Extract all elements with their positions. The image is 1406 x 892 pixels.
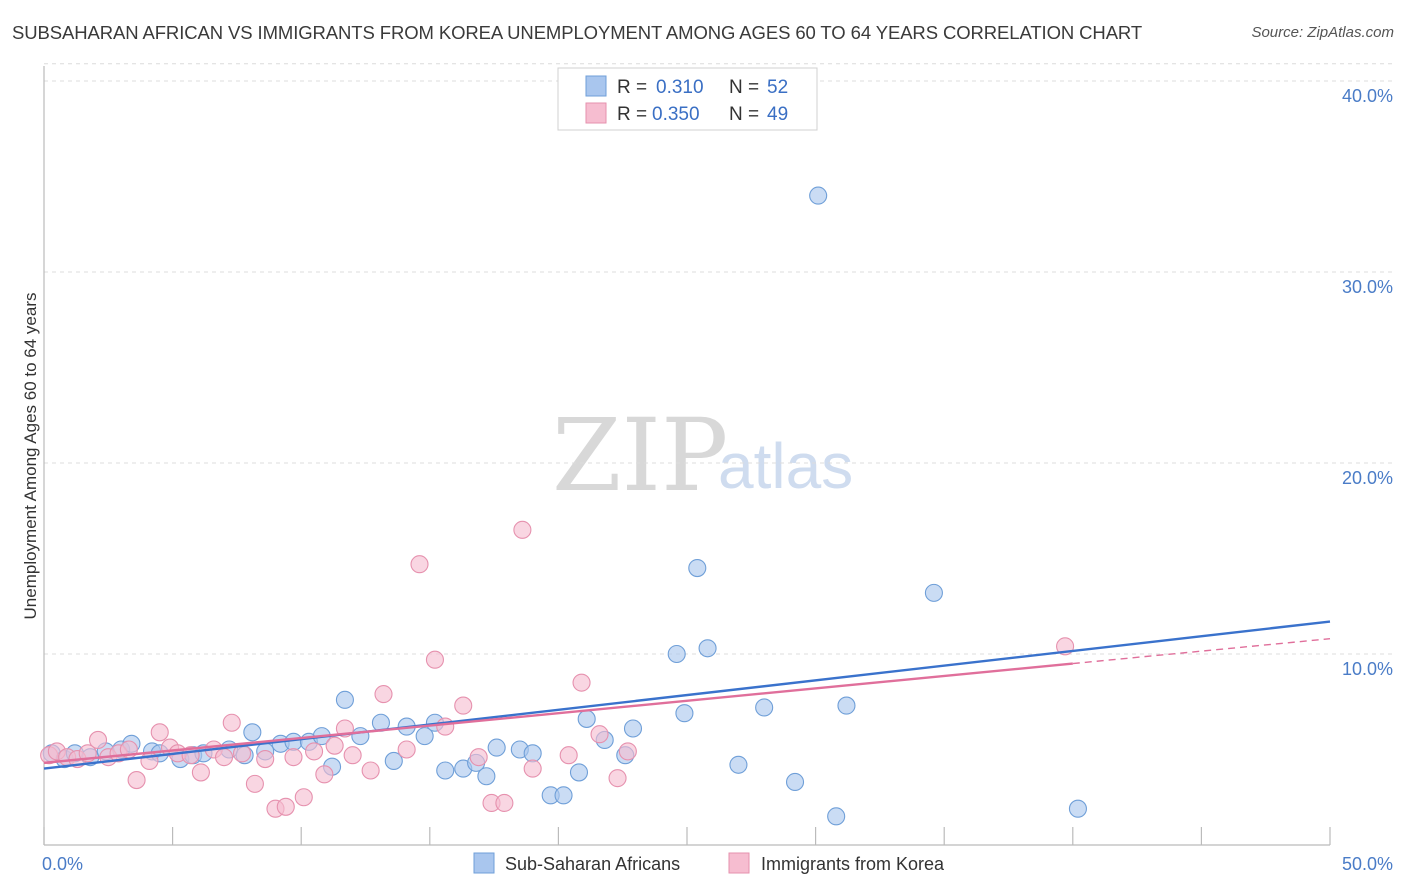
- series-legend-swatch-korea: [728, 852, 750, 874]
- gridlines: [44, 63, 1392, 655]
- data-point: [559, 746, 578, 765]
- data-point: [667, 644, 686, 664]
- data-point: [410, 555, 429, 574]
- data-point: [590, 725, 609, 744]
- data-point: [397, 740, 416, 759]
- data-point: [436, 717, 455, 736]
- data-point: [335, 690, 354, 709]
- data-point: [608, 769, 627, 788]
- data-point: [384, 751, 403, 771]
- trend-lines: [43, 620, 1331, 770]
- data-point: [477, 767, 496, 786]
- data-point: [256, 749, 275, 769]
- watermark-zip: ZIP: [552, 397, 728, 514]
- watermark-atlas: atlas: [718, 430, 853, 502]
- correlation-legend: R = 0.310 N = 52 R = 0.350 N = 49: [557, 67, 818, 131]
- y-tick-labels: 10.0% 20.0% 30.0% 40.0%: [1342, 86, 1393, 679]
- data-point: [785, 772, 805, 792]
- legend-n-value-1: 52: [767, 77, 788, 98]
- series-legend-swatch-sub-saharan: [473, 852, 495, 874]
- data-point: [1068, 799, 1087, 818]
- data-point: [688, 558, 707, 578]
- data-point: [361, 761, 380, 780]
- data-point: [415, 727, 434, 746]
- data-point: [675, 704, 694, 723]
- watermark: ZIP atlas: [552, 397, 853, 514]
- data-point: [523, 744, 542, 763]
- data-point: [214, 748, 234, 767]
- series-legend-label-sub-saharan: Sub-Saharan Africans: [505, 854, 680, 874]
- data-point: [325, 736, 344, 755]
- data-point: [513, 520, 532, 539]
- y-tick-label-30: 30.0%: [1342, 277, 1393, 297]
- trend-line-korea-extension: [1072, 638, 1331, 665]
- data-point: [245, 774, 264, 793]
- data-point: [469, 748, 488, 767]
- data-point: [88, 730, 108, 750]
- y-tick-label-40: 40.0%: [1342, 86, 1393, 106]
- x-tick-label-max: 50.0%: [1342, 854, 1393, 874]
- legend-n-value-2: 49: [767, 104, 788, 125]
- chart-title: SUBSAHARAN AFRICAN VS IMMIGRANTS FROM KO…: [12, 22, 1143, 43]
- trend-line-korea: [43, 662, 1073, 765]
- series-legend-label-korea: Immigrants from Korea: [761, 854, 945, 874]
- data-point: [837, 696, 856, 715]
- legend-r-label-1: R =: [617, 77, 647, 98]
- data-point: [755, 698, 774, 717]
- legend-swatch-korea: [585, 102, 607, 124]
- data-point: [374, 685, 393, 704]
- data-point: [436, 761, 455, 780]
- axes: [43, 66, 1331, 846]
- series-legend: Sub-Saharan Africans Immigrants from Kor…: [473, 852, 945, 874]
- data-point: [294, 788, 313, 807]
- data-point: [315, 765, 334, 784]
- data-point: [276, 797, 295, 816]
- data-point: [523, 759, 542, 778]
- data-point: [698, 639, 717, 658]
- data-point: [554, 786, 573, 805]
- data-point: [284, 748, 303, 767]
- legend-swatch-sub-saharan: [585, 75, 607, 97]
- chart-source: Source: ZipAtlas.com: [1251, 24, 1394, 41]
- y-tick-label-10: 10.0%: [1342, 659, 1393, 679]
- data-point: [618, 742, 637, 761]
- x-tick-labels: 0.0% 50.0%: [42, 854, 1393, 874]
- legend-r-label-2: R =: [617, 104, 647, 125]
- data-point: [191, 763, 210, 782]
- legend-r-value-2: 0.350: [652, 104, 700, 125]
- data-point: [572, 673, 591, 692]
- data-point: [809, 186, 828, 205]
- data-point: [243, 723, 262, 742]
- data-point: [487, 738, 506, 757]
- data-point: [569, 763, 589, 782]
- data-point: [222, 713, 241, 732]
- data-point: [343, 746, 362, 765]
- data-point: [305, 742, 324, 761]
- data-point: [454, 696, 473, 715]
- data-point: [827, 807, 846, 826]
- y-tick-label-20: 20.0%: [1342, 468, 1393, 488]
- data-point: [150, 723, 169, 742]
- legend-r-value-1: 0.310: [656, 77, 704, 98]
- data-point: [351, 727, 370, 746]
- x-tick-label-min: 0.0%: [42, 854, 83, 874]
- data-point: [924, 583, 943, 602]
- data-point: [127, 771, 146, 790]
- data-point: [623, 719, 643, 738]
- data-point: [577, 709, 596, 728]
- data-point: [495, 793, 514, 813]
- legend-n-label-2: N =: [729, 104, 759, 125]
- y-axis-label: Unemployment Among Ages 60 to 64 years: [21, 293, 40, 620]
- data-point: [425, 650, 444, 669]
- data-point: [729, 755, 748, 774]
- legend-n-label-1: N =: [729, 77, 759, 98]
- trend-line-sub-saharan: [43, 620, 1331, 770]
